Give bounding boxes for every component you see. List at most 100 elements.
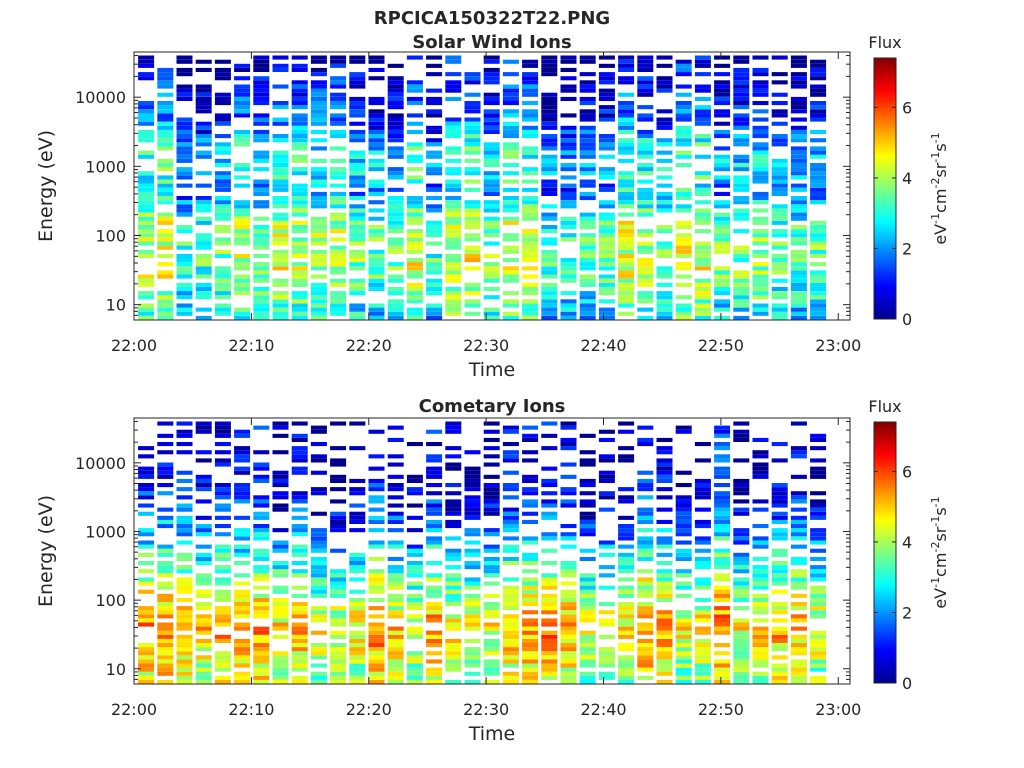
- heatmap-cell: [541, 59, 558, 64]
- heatmap-cell: [502, 429, 519, 434]
- heatmap-cell: [579, 610, 596, 615]
- heatmap-cell: [694, 121, 711, 126]
- heatmap-cell: [483, 163, 500, 168]
- heatmap-cell: [214, 303, 231, 308]
- heatmap-cell: [464, 225, 481, 230]
- heatmap-cell: [291, 208, 308, 213]
- heatmap-cell: [637, 204, 654, 209]
- heatmap-cell: [310, 295, 327, 300]
- heatmap-cell: [253, 286, 270, 291]
- heatmap-cell: [138, 618, 155, 623]
- heatmap-cell: [541, 55, 558, 60]
- heatmap-cell: [214, 146, 231, 151]
- heatmap-cell: [406, 548, 423, 553]
- heatmap-cell: [675, 630, 692, 635]
- heatmap-cell: [176, 291, 193, 296]
- heatmap-cell: [790, 507, 807, 512]
- heatmap-cell: [176, 303, 193, 308]
- heatmap-cell: [618, 565, 635, 570]
- heatmap-cell: [310, 113, 327, 118]
- heatmap-cell: [771, 679, 788, 684]
- heatmap-cell: [675, 196, 692, 201]
- heatmap-cell: [752, 233, 769, 238]
- heatmap-cell: [349, 134, 366, 139]
- heatmap-cell: [733, 315, 750, 320]
- heatmap-cell: [253, 536, 270, 541]
- heatmap-cell: [522, 171, 539, 176]
- heatmap-cell: [483, 200, 500, 205]
- heatmap-cell: [694, 183, 711, 188]
- heatmap-cell: [752, 565, 769, 570]
- heatmap-cell: [752, 266, 769, 271]
- heatmap-cell: [234, 212, 251, 217]
- heatmap-cell: [176, 507, 193, 512]
- heatmap-cell: [522, 589, 539, 594]
- heatmap-cell: [733, 565, 750, 570]
- heatmap-cell: [694, 655, 711, 660]
- heatmap-cell: [214, 487, 231, 492]
- heatmap-cell: [598, 655, 615, 660]
- heatmap-cell: [560, 561, 577, 566]
- heatmap-cell: [464, 659, 481, 664]
- heatmap-cell: [771, 307, 788, 312]
- heatmap-cell: [637, 291, 654, 296]
- heatmap-cell: [253, 179, 270, 184]
- heatmap-cell: [675, 303, 692, 308]
- heatmap-cell: [694, 483, 711, 488]
- heatmap-cell: [771, 602, 788, 607]
- heatmap-cell: [656, 478, 673, 483]
- heatmap-cell: [733, 258, 750, 263]
- heatmap-cell: [579, 216, 596, 221]
- heatmap-cell: [464, 503, 481, 508]
- heatmap-cell: [253, 634, 270, 639]
- heatmap-cell: [272, 569, 289, 574]
- heatmap-cell: [752, 142, 769, 147]
- heatmap-cell: [253, 241, 270, 246]
- heatmap-cell: [291, 515, 308, 520]
- heatmap-cell: [771, 606, 788, 611]
- heatmap-cell: [598, 286, 615, 291]
- heatmap-cell: [445, 266, 462, 271]
- heatmap-cell: [272, 544, 289, 549]
- heatmap-cell: [310, 204, 327, 209]
- heatmap-cell: [656, 462, 673, 467]
- heatmap-cell: [733, 638, 750, 643]
- heatmap-cell: [771, 101, 788, 106]
- heatmap-cell: [387, 638, 404, 643]
- heatmap-cell: [694, 220, 711, 225]
- heatmap-cell: [214, 96, 231, 101]
- heatmap-cell: [656, 597, 673, 602]
- heatmap-cell: [368, 225, 385, 230]
- heatmap-cell: [349, 655, 366, 660]
- heatmap-cell: [310, 241, 327, 246]
- heatmap-cell: [445, 647, 462, 652]
- heatmap-cell: [771, 171, 788, 176]
- heatmap-cell: [138, 540, 155, 545]
- heatmap-cell: [368, 59, 385, 64]
- heatmap-cell: [810, 499, 827, 504]
- heatmap-cell: [771, 245, 788, 250]
- heatmap-cell: [733, 138, 750, 143]
- heatmap-cell: [195, 675, 212, 680]
- heatmap-cell: [214, 589, 231, 594]
- heatmap-cell: [541, 237, 558, 242]
- heatmap-cell: [579, 295, 596, 300]
- heatmap-cell: [790, 225, 807, 230]
- heatmap-cell: [771, 187, 788, 192]
- heatmap-cell: [138, 200, 155, 205]
- heatmap-cell: [406, 552, 423, 557]
- heatmap-cell: [541, 187, 558, 192]
- heatmap-cell: [810, 270, 827, 275]
- heatmap-cell: [790, 638, 807, 643]
- heatmap-cell: [560, 303, 577, 308]
- heatmap-cell: [790, 249, 807, 254]
- heatmap-cell: [733, 532, 750, 537]
- heatmap-cell: [637, 470, 654, 475]
- heatmap-cell: [522, 458, 539, 463]
- heatmap-cell: [214, 270, 231, 275]
- heatmap-cell: [291, 121, 308, 126]
- heatmap-cell: [195, 589, 212, 594]
- heatmap-cell: [560, 581, 577, 586]
- heatmap-cell: [310, 220, 327, 225]
- colorbar-tick-label: 6: [902, 98, 912, 117]
